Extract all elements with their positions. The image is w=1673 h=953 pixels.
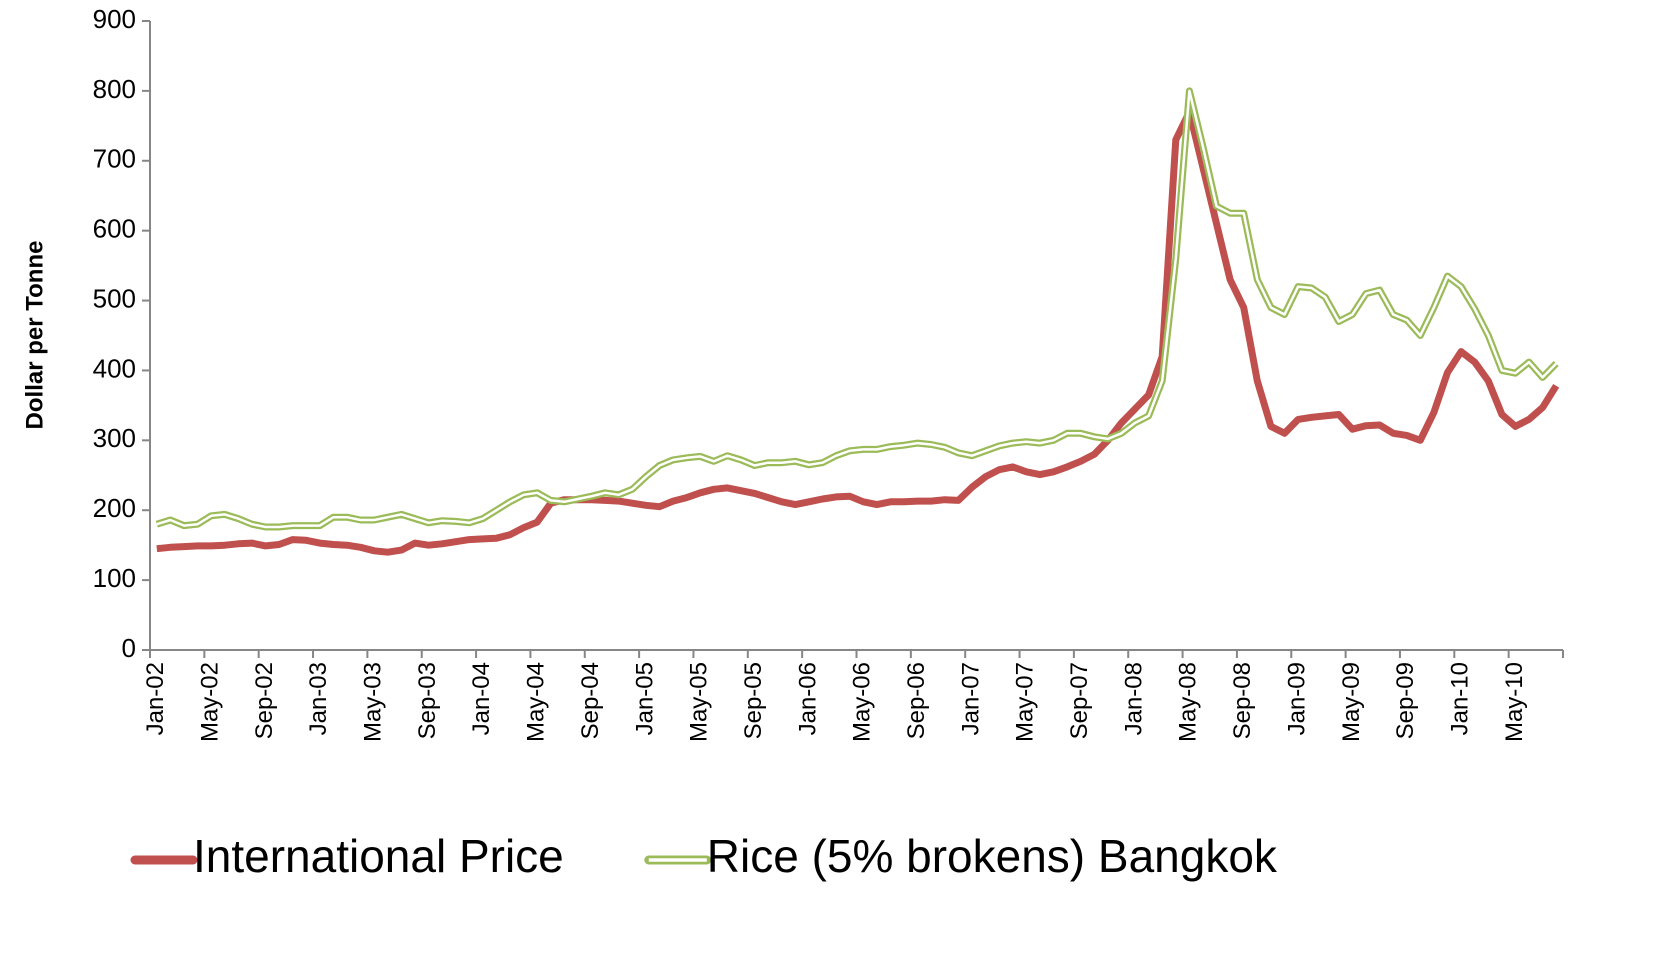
x-tick-label: May-02 — [196, 662, 223, 742]
x-tick-label: May-09 — [1338, 662, 1365, 742]
legend-label: Rice (5% brokens) Bangkok — [707, 830, 1278, 882]
x-tick-label: Sep-09 — [1392, 662, 1419, 739]
y-tick-label: 100 — [93, 563, 136, 593]
x-tick-label: May-07 — [1012, 662, 1039, 742]
x-tick-label: May-03 — [360, 662, 387, 742]
x-tick-label: Sep-05 — [740, 662, 767, 739]
x-tick-label: Sep-02 — [251, 662, 278, 739]
x-tick-label: May-06 — [849, 662, 876, 742]
x-tick-label: May-04 — [523, 662, 550, 742]
x-tick-label: Jan-06 — [794, 662, 821, 735]
x-tick-label: Jan-07 — [957, 662, 984, 735]
y-tick-label: 800 — [93, 74, 136, 104]
x-tick-label: Jan-09 — [1283, 662, 1310, 735]
y-tick-label: 300 — [93, 423, 136, 453]
series-line — [156, 108, 1560, 556]
legend-label: International Price — [193, 830, 564, 882]
x-tick-label: May-08 — [1175, 662, 1202, 742]
y-tick-label: 400 — [93, 353, 136, 383]
x-tick-label: Jan-02 — [142, 662, 169, 735]
x-tick-label: Jan-03 — [305, 662, 332, 735]
y-tick-label: 600 — [93, 214, 136, 244]
y-axis-title: Dollar per Tonne — [21, 241, 48, 430]
x-tick-label: Jan-04 — [468, 662, 495, 735]
x-tick-label: Sep-03 — [414, 662, 441, 739]
x-tick-label: Sep-04 — [577, 662, 604, 739]
x-tick-label: May-10 — [1501, 662, 1528, 742]
x-tick-label: Sep-08 — [1229, 662, 1256, 739]
series-line — [155, 87, 1559, 531]
x-tick-label: Sep-06 — [903, 662, 930, 739]
x-tick-label: Jan-08 — [1120, 662, 1147, 735]
series-line-inner — [156, 89, 1558, 529]
x-tick-label: Sep-07 — [1066, 662, 1093, 739]
y-tick-label: 900 — [93, 4, 136, 34]
x-tick-label: Jan-10 — [1446, 662, 1473, 735]
y-tick-label: 500 — [93, 283, 136, 313]
y-tick-label: 200 — [93, 493, 136, 523]
y-tick-label: 0 — [122, 633, 136, 663]
x-tick-label: Jan-05 — [631, 662, 658, 735]
x-tick-label: May-05 — [686, 662, 713, 742]
y-tick-label: 700 — [93, 144, 136, 174]
